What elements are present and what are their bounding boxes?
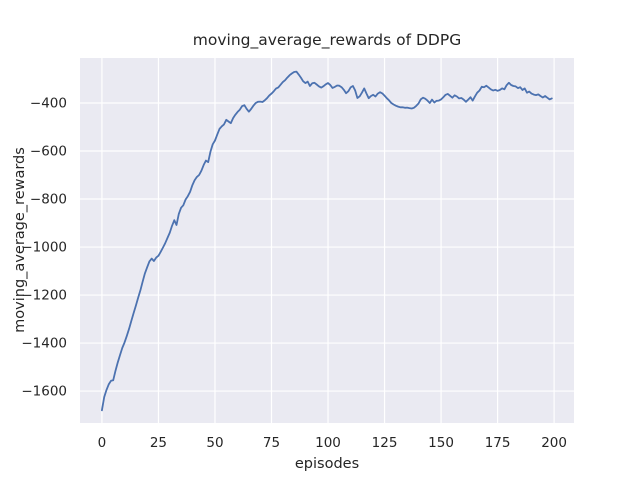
reward-curve bbox=[101, 70, 553, 412]
x-tick-label: 175 bbox=[485, 435, 511, 451]
x-tick-label: 25 bbox=[150, 435, 167, 451]
x-tick-label: 125 bbox=[372, 435, 398, 451]
x-tick-label: 100 bbox=[315, 435, 341, 451]
line-series bbox=[101, 70, 553, 412]
x-tick-label: 200 bbox=[541, 435, 567, 451]
x-tick-label: 150 bbox=[428, 435, 454, 451]
y-tick-label: −1400 bbox=[21, 336, 67, 352]
y-tick-labels: −400 −600 −800 −1000 −1200 −1400 −1600 bbox=[21, 96, 67, 400]
x-axis-label: episodes bbox=[295, 456, 359, 472]
y-tick-label: −400 bbox=[30, 96, 67, 112]
y-tick-label: −1600 bbox=[21, 384, 67, 400]
x-tick-labels: 0 25 50 75 100 125 150 175 200 bbox=[98, 435, 567, 451]
chart-title: moving_average_rewards of DDPG bbox=[193, 31, 461, 50]
y-tick-label: −600 bbox=[30, 144, 67, 160]
x-tick-label: 75 bbox=[263, 435, 280, 451]
plot-background bbox=[80, 58, 574, 423]
grid-lines bbox=[80, 58, 574, 423]
y-tick-label: −800 bbox=[30, 192, 67, 208]
y-axis-label: moving_average_rewards bbox=[12, 147, 28, 333]
y-tick-label: −1200 bbox=[21, 288, 67, 304]
x-tick-label: 0 bbox=[98, 435, 107, 451]
y-tick-label: −1000 bbox=[21, 240, 67, 256]
x-tick-label: 50 bbox=[206, 435, 223, 451]
